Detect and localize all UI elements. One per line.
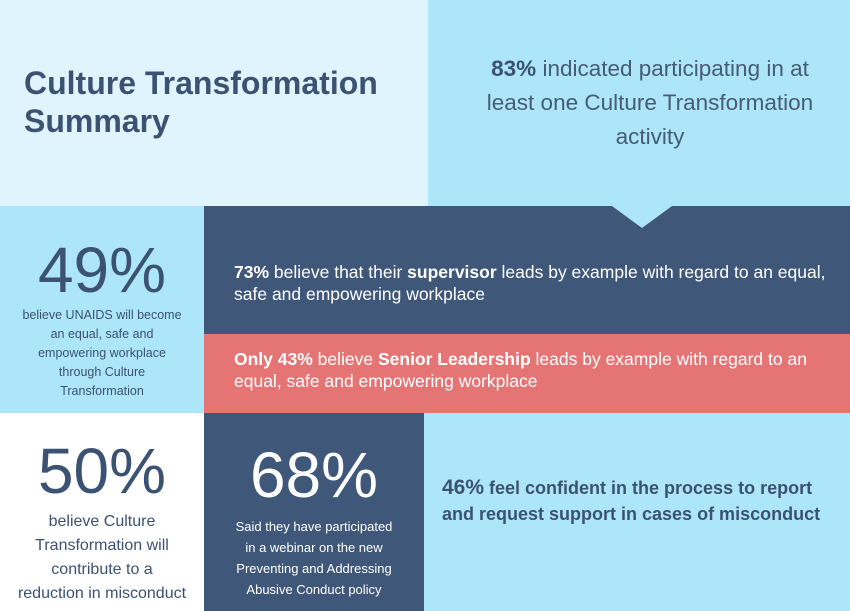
stat-83-value: 83%: [491, 56, 537, 81]
stat-83-panel: 83% indicated participating in at least …: [428, 0, 850, 206]
stat-43-text: Only 43% believe Senior Leadership leads…: [234, 348, 844, 392]
stat-46-description: feel confident in the process to report …: [442, 478, 821, 524]
callout-pointer: [612, 206, 672, 228]
stat-83-line-2: least one Culture Transformation: [486, 90, 814, 115]
stat-73-keyword: supervisor: [407, 262, 497, 282]
stat-46-panel: 46% feel confident in the process to rep…: [424, 413, 850, 611]
stat-50-value: 50%: [37, 435, 167, 507]
stat-49-line: through Culture: [58, 365, 146, 379]
stat-49-line: believe UNAIDS will become: [22, 308, 182, 322]
page-title: Culture Transformation Summary: [24, 64, 378, 140]
stat-43-panel: Only 43% believe Senior Leadership leads…: [204, 334, 850, 413]
stat-83-text: 83% indicated participating in at least …: [458, 52, 842, 154]
stat-83-line-3: activity: [615, 124, 685, 149]
stat-50-panel: 50% believe Culture Transformation will …: [0, 413, 204, 611]
stat-73-value: 73%: [234, 262, 270, 282]
stat-68-line: Abusive Conduct policy: [246, 582, 382, 597]
stat-73-text: 73% believe that their supervisor leads …: [234, 261, 834, 305]
stat-68-line: Said they have participated: [235, 519, 393, 534]
stat-43-text-a: believe: [312, 349, 378, 369]
stat-46-value: 46%: [442, 476, 485, 499]
stat-68-line: in a webinar on the new: [245, 540, 383, 555]
stat-50-line: contribute to a: [51, 561, 153, 578]
stat-83-line-1: indicated participating in at: [536, 56, 809, 81]
stat-49-line: an equal, safe and: [50, 327, 154, 341]
stat-50-line: reduction in misconduct: [17, 585, 187, 602]
stat-46-text: 46% feel confident in the process to rep…: [442, 475, 842, 527]
stat-73-panel: 73% believe that their supervisor leads …: [204, 206, 850, 334]
stat-68-caption: Said they have participated in a webinar…: [208, 516, 420, 600]
stat-43-keyword: Senior Leadership: [377, 349, 531, 369]
stat-73-text-b: leads by example with regard to an equal…: [234, 262, 826, 304]
title-line-2: Summary: [24, 103, 170, 139]
stat-43-text-b: leads by example with regard to an equal…: [234, 349, 807, 391]
title-panel: Culture Transformation Summary: [0, 0, 428, 206]
stat-43-value: Only 43%: [234, 349, 313, 369]
stat-68-panel: 68% Said they have participated in a web…: [204, 413, 424, 611]
stat-49-caption: believe UNAIDS will become an equal, saf…: [2, 306, 202, 401]
stat-49-value: 49%: [37, 234, 167, 306]
stat-50-line: believe Culture: [48, 513, 156, 530]
stat-50-caption: believe Culture Transformation will cont…: [0, 510, 204, 606]
stat-50-line: Transformation will: [35, 537, 169, 554]
stat-68-line: Preventing and Addressing: [236, 561, 392, 576]
stat-49-line: empowering workplace: [38, 346, 166, 360]
stat-73-text-a: believe that their: [269, 262, 408, 282]
title-line-1: Culture Transformation: [24, 65, 378, 101]
stat-49-line: Transformation: [60, 384, 144, 398]
stat-49-panel: 49% believe UNAIDS will become an equal,…: [0, 206, 204, 413]
stat-68-value: 68%: [249, 439, 379, 511]
